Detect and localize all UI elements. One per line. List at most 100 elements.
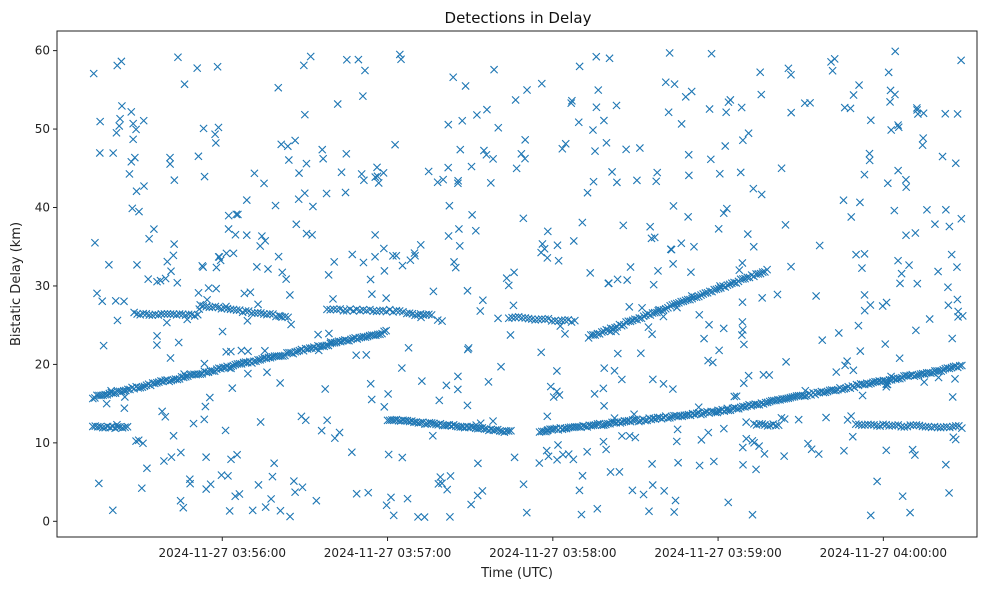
data-point [223, 471, 232, 480]
data-point [166, 153, 175, 162]
data-point [827, 57, 836, 66]
data-point [670, 508, 679, 516]
data-point [738, 317, 747, 326]
data-point [439, 175, 448, 184]
data-point [277, 140, 286, 149]
data-point [704, 428, 713, 437]
data-point [322, 305, 331, 314]
data-point [801, 386, 810, 395]
data-point [208, 303, 217, 312]
data-point [554, 440, 562, 449]
data-point [175, 310, 184, 319]
data-point [506, 426, 515, 435]
data-point [217, 304, 226, 313]
data-point [302, 159, 311, 168]
data-point [366, 275, 375, 284]
data-point [934, 373, 943, 382]
data-point [653, 266, 662, 275]
data-point [231, 492, 240, 501]
data-point [416, 240, 425, 249]
data-point [88, 394, 97, 403]
data-point [161, 412, 170, 421]
data-point [228, 384, 237, 393]
data-point [784, 64, 793, 73]
data-point [847, 412, 856, 421]
data-point [218, 327, 227, 336]
data-point [139, 182, 148, 191]
data-point [687, 292, 696, 300]
data-point [221, 426, 230, 435]
data-point [821, 388, 830, 397]
data-point [506, 330, 515, 339]
data-point [617, 431, 626, 440]
data-point [537, 315, 546, 324]
data-point [738, 325, 747, 334]
data-point [144, 275, 153, 284]
data-point [521, 135, 530, 144]
data-point [98, 423, 107, 432]
data-point [225, 506, 234, 515]
data-point [444, 120, 453, 129]
data-point [863, 420, 872, 429]
data-point [222, 249, 231, 258]
data-point [116, 114, 125, 123]
data-point [301, 416, 310, 425]
data-point [410, 249, 419, 258]
data-point [738, 275, 747, 283]
data-point [193, 64, 202, 73]
data-point [604, 279, 613, 288]
data-point [157, 309, 166, 318]
data-point [938, 152, 947, 161]
data-point [300, 189, 309, 198]
data-point [458, 116, 467, 125]
data-point [152, 378, 161, 387]
data-point [847, 212, 856, 221]
data-point [517, 313, 526, 322]
data-point [489, 154, 498, 163]
data-point [222, 347, 231, 356]
data-point [866, 116, 875, 125]
data-point [463, 401, 472, 410]
data-point [645, 507, 653, 516]
data-point [955, 361, 964, 370]
data-point [884, 68, 893, 77]
y-axis-label: Bistatic Delay (km) [9, 222, 24, 346]
data-point [957, 56, 966, 65]
data-point [743, 230, 752, 239]
data-point [120, 297, 128, 306]
data-point [456, 145, 465, 154]
data-point [508, 313, 517, 322]
data-point [482, 150, 491, 159]
data-point [586, 268, 595, 277]
data-point [803, 439, 812, 448]
data-point [391, 140, 400, 149]
data-point [494, 123, 503, 132]
data-point [217, 471, 226, 480]
data-point [677, 119, 686, 128]
data-point [446, 472, 455, 481]
data-point [424, 167, 433, 176]
data-point [724, 406, 733, 415]
data-point [716, 281, 725, 290]
data-point [96, 422, 105, 431]
data-point [597, 328, 606, 336]
data-point [364, 488, 373, 497]
data-point [732, 392, 741, 401]
data-point [552, 366, 561, 375]
data-point [260, 346, 269, 355]
data-point [453, 385, 462, 394]
data-point [777, 413, 786, 422]
data-point [359, 258, 368, 267]
data-point [694, 292, 703, 301]
data-point [686, 268, 695, 277]
data-point [174, 338, 183, 347]
data-point [570, 316, 579, 325]
data-point [256, 418, 265, 426]
data-point [274, 252, 283, 261]
data-point [953, 109, 962, 118]
data-point [384, 450, 393, 459]
data-point [212, 263, 221, 272]
data-point [592, 103, 601, 112]
data-point [511, 313, 520, 322]
data-point [276, 506, 285, 515]
